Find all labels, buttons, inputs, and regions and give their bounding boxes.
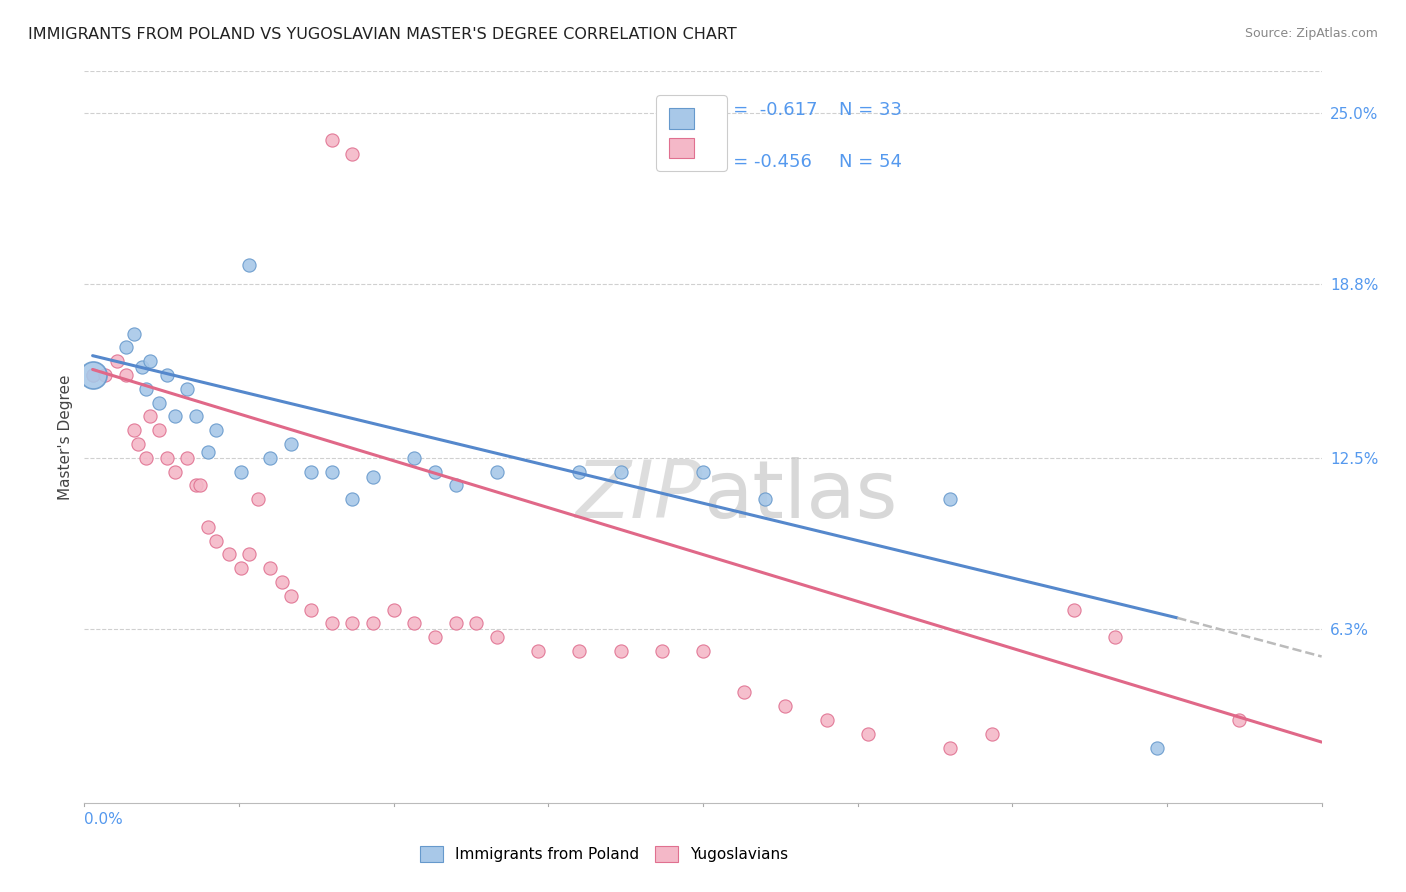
Point: [651, 644, 673, 658]
Point: [271, 574, 294, 589]
Point: [259, 561, 281, 575]
Point: [404, 450, 426, 465]
Point: [775, 699, 797, 714]
Point: [131, 359, 153, 374]
Point: [139, 409, 162, 424]
Point: [1063, 602, 1085, 616]
Point: [156, 368, 179, 382]
Point: [280, 589, 302, 603]
Point: [342, 616, 364, 631]
Point: [122, 423, 145, 437]
Point: [82, 368, 104, 382]
Point: [229, 465, 252, 479]
Point: [527, 644, 550, 658]
Point: [197, 445, 219, 459]
Point: [299, 465, 322, 479]
Point: [444, 616, 467, 631]
Point: [321, 616, 343, 631]
Point: [423, 630, 446, 644]
Text: Source: ZipAtlas.com: Source: ZipAtlas.com: [1244, 27, 1378, 40]
Point: [609, 465, 631, 479]
Point: [754, 492, 776, 507]
Point: [165, 409, 187, 424]
Point: [321, 133, 343, 147]
Point: [342, 492, 364, 507]
Point: [568, 644, 591, 658]
Point: [246, 492, 269, 507]
Point: [733, 685, 755, 699]
Text: R = -0.456: R = -0.456: [716, 153, 813, 171]
Text: ZIP: ZIP: [575, 457, 703, 534]
Text: N = 33: N = 33: [839, 101, 903, 119]
Point: [114, 340, 136, 354]
Point: [229, 561, 252, 575]
Point: [184, 409, 207, 424]
Point: [485, 630, 508, 644]
Point: [82, 368, 104, 382]
Text: IMMIGRANTS FROM POLAND VS YUGOSLAVIAN MASTER'S DEGREE CORRELATION CHART: IMMIGRANTS FROM POLAND VS YUGOSLAVIAN MA…: [28, 27, 737, 42]
Point: [382, 602, 405, 616]
Point: [205, 423, 228, 437]
Point: [692, 644, 714, 658]
Point: [609, 644, 631, 658]
Text: 0.0%: 0.0%: [84, 813, 124, 827]
Text: atlas: atlas: [703, 457, 897, 534]
Point: [485, 465, 508, 479]
Point: [815, 713, 838, 727]
Point: [423, 465, 446, 479]
Text: R =  -0.617: R = -0.617: [716, 101, 818, 119]
Y-axis label: Master's Degree: Master's Degree: [58, 375, 73, 500]
Point: [165, 465, 187, 479]
Point: [156, 450, 179, 465]
Legend: Immigrants from Poland, Yugoslavians: Immigrants from Poland, Yugoslavians: [413, 840, 794, 868]
Point: [135, 450, 157, 465]
Point: [444, 478, 467, 492]
Point: [465, 616, 488, 631]
Point: [299, 602, 322, 616]
Point: [105, 354, 128, 368]
Point: [188, 478, 211, 492]
Point: [82, 368, 104, 382]
Point: [148, 395, 170, 409]
Point: [139, 354, 162, 368]
Point: [218, 548, 240, 562]
Text: N = 54: N = 54: [839, 153, 903, 171]
Point: [205, 533, 228, 548]
Point: [176, 382, 198, 396]
Point: [259, 450, 281, 465]
Point: [135, 382, 157, 396]
Point: [939, 492, 962, 507]
Point: [114, 368, 136, 382]
Point: [342, 147, 364, 161]
Point: [404, 616, 426, 631]
Point: [280, 437, 302, 451]
Point: [1104, 630, 1126, 644]
Point: [939, 740, 962, 755]
Point: [197, 520, 219, 534]
Point: [238, 258, 260, 272]
Point: [361, 470, 384, 484]
Point: [176, 450, 198, 465]
Point: [980, 727, 1002, 741]
Point: [184, 478, 207, 492]
Point: [568, 465, 591, 479]
Point: [94, 368, 117, 382]
Point: [148, 423, 170, 437]
Point: [856, 727, 879, 741]
Point: [127, 437, 149, 451]
Point: [321, 465, 343, 479]
Point: [361, 616, 384, 631]
Point: [122, 326, 145, 341]
Point: [1146, 740, 1168, 755]
Point: [692, 465, 714, 479]
Point: [1227, 713, 1250, 727]
Point: [238, 548, 260, 562]
